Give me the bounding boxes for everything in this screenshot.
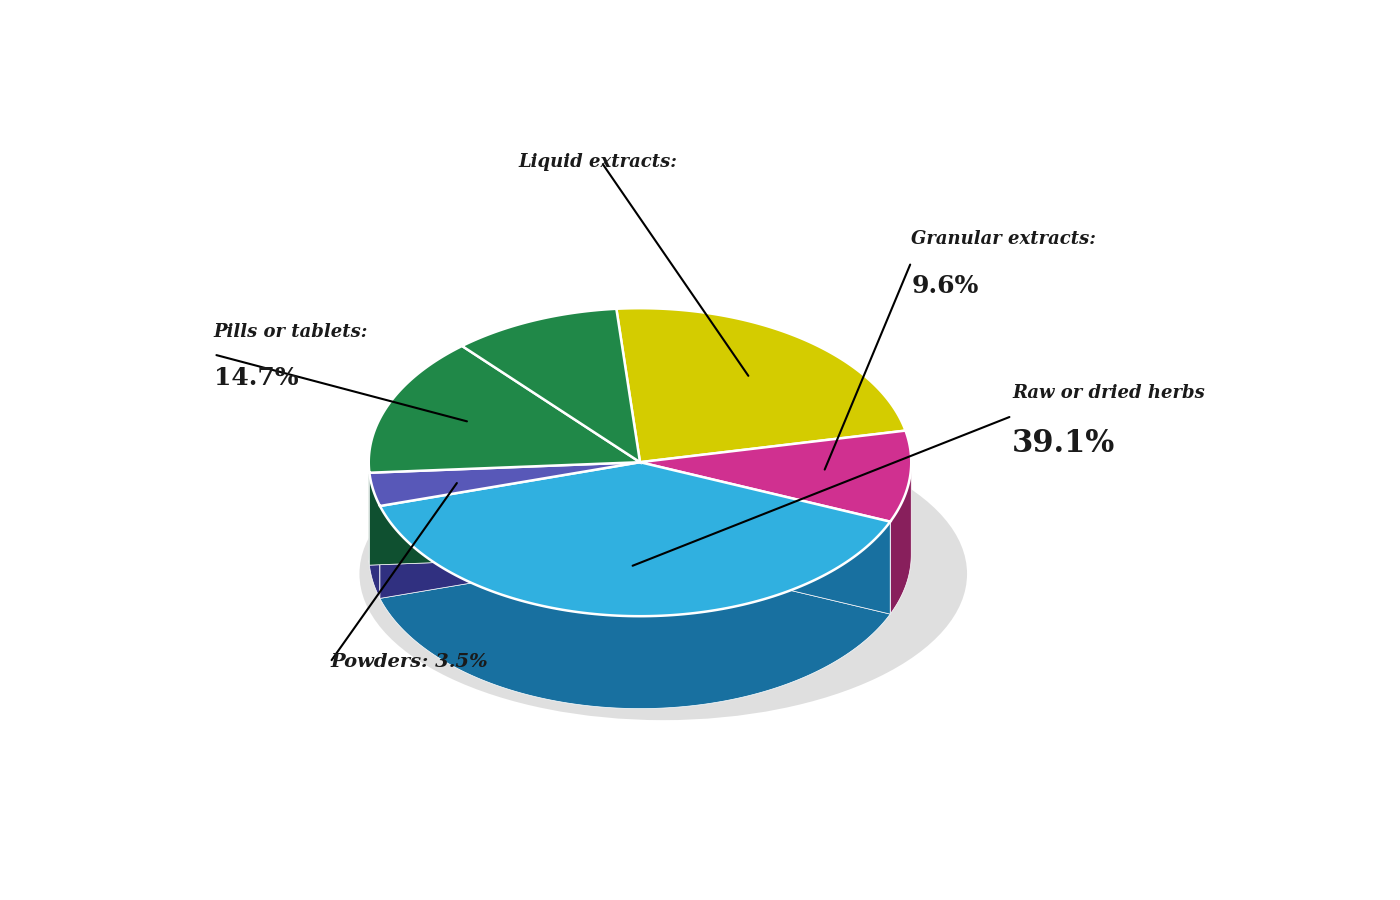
Text: 14.7%: 14.7%: [214, 366, 298, 390]
Polygon shape: [379, 463, 640, 598]
Text: Raw or dried herbs: Raw or dried herbs: [1012, 384, 1205, 402]
Polygon shape: [890, 463, 911, 614]
Polygon shape: [640, 463, 890, 614]
Text: Granular extracts:: Granular extracts:: [911, 230, 1096, 248]
Polygon shape: [640, 430, 911, 522]
Polygon shape: [370, 463, 640, 565]
Text: 9.6%: 9.6%: [911, 274, 979, 298]
Text: 39.1%: 39.1%: [1012, 428, 1116, 459]
Polygon shape: [616, 308, 906, 463]
Polygon shape: [370, 472, 379, 598]
Text: Powders: 3.5%: Powders: 3.5%: [330, 653, 487, 671]
Polygon shape: [640, 463, 890, 614]
Polygon shape: [379, 506, 890, 708]
Polygon shape: [370, 463, 640, 506]
Polygon shape: [368, 346, 640, 472]
Polygon shape: [379, 463, 890, 616]
Polygon shape: [370, 463, 640, 565]
Polygon shape: [462, 309, 640, 463]
Ellipse shape: [360, 428, 967, 720]
Polygon shape: [379, 463, 640, 598]
Text: Liquid extracts:: Liquid extracts:: [518, 153, 683, 171]
Text: Pills or tablets:: Pills or tablets:: [214, 322, 368, 340]
